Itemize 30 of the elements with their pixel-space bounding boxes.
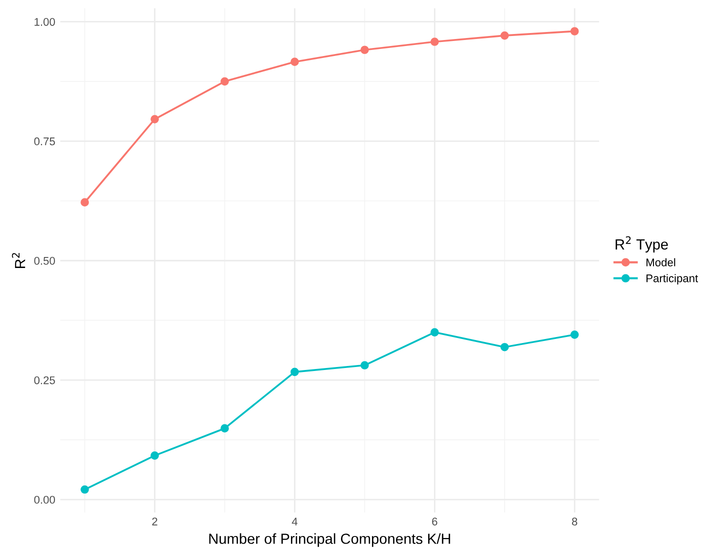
point	[360, 361, 369, 370]
y-tick-label: 0.00	[34, 496, 55, 504]
point	[290, 368, 299, 376]
point	[290, 58, 299, 66]
x-tick-label: 4	[292, 518, 298, 526]
point	[500, 31, 509, 40]
x-tick-label: 6	[432, 518, 438, 526]
y-tick-label: 0.75	[34, 137, 55, 146]
legend-label: Participant	[646, 274, 698, 284]
point	[220, 77, 229, 86]
point	[500, 342, 509, 352]
point	[150, 115, 159, 124]
point	[80, 485, 89, 494]
point	[220, 424, 229, 433]
x-axis-title: Number of Principal Components K/H	[209, 533, 450, 547]
point	[570, 27, 579, 36]
point	[430, 38, 439, 46]
point	[570, 330, 579, 339]
x-tick-label: 8	[572, 518, 578, 526]
point	[80, 198, 89, 206]
point	[430, 328, 439, 336]
point	[150, 451, 159, 460]
legend-title: R$^{2}$ Type	[616, 236, 668, 252]
y-tick-label: 1.00	[34, 18, 55, 26]
x-tick-label: 2	[152, 518, 158, 526]
y-tick-label: 0.50	[34, 256, 55, 265]
y-tick-label: 0.25	[34, 376, 55, 384]
legend-label: Model	[646, 258, 676, 266]
point	[360, 46, 369, 54]
y-axis-title: R$^{2}$	[12, 253, 26, 268]
